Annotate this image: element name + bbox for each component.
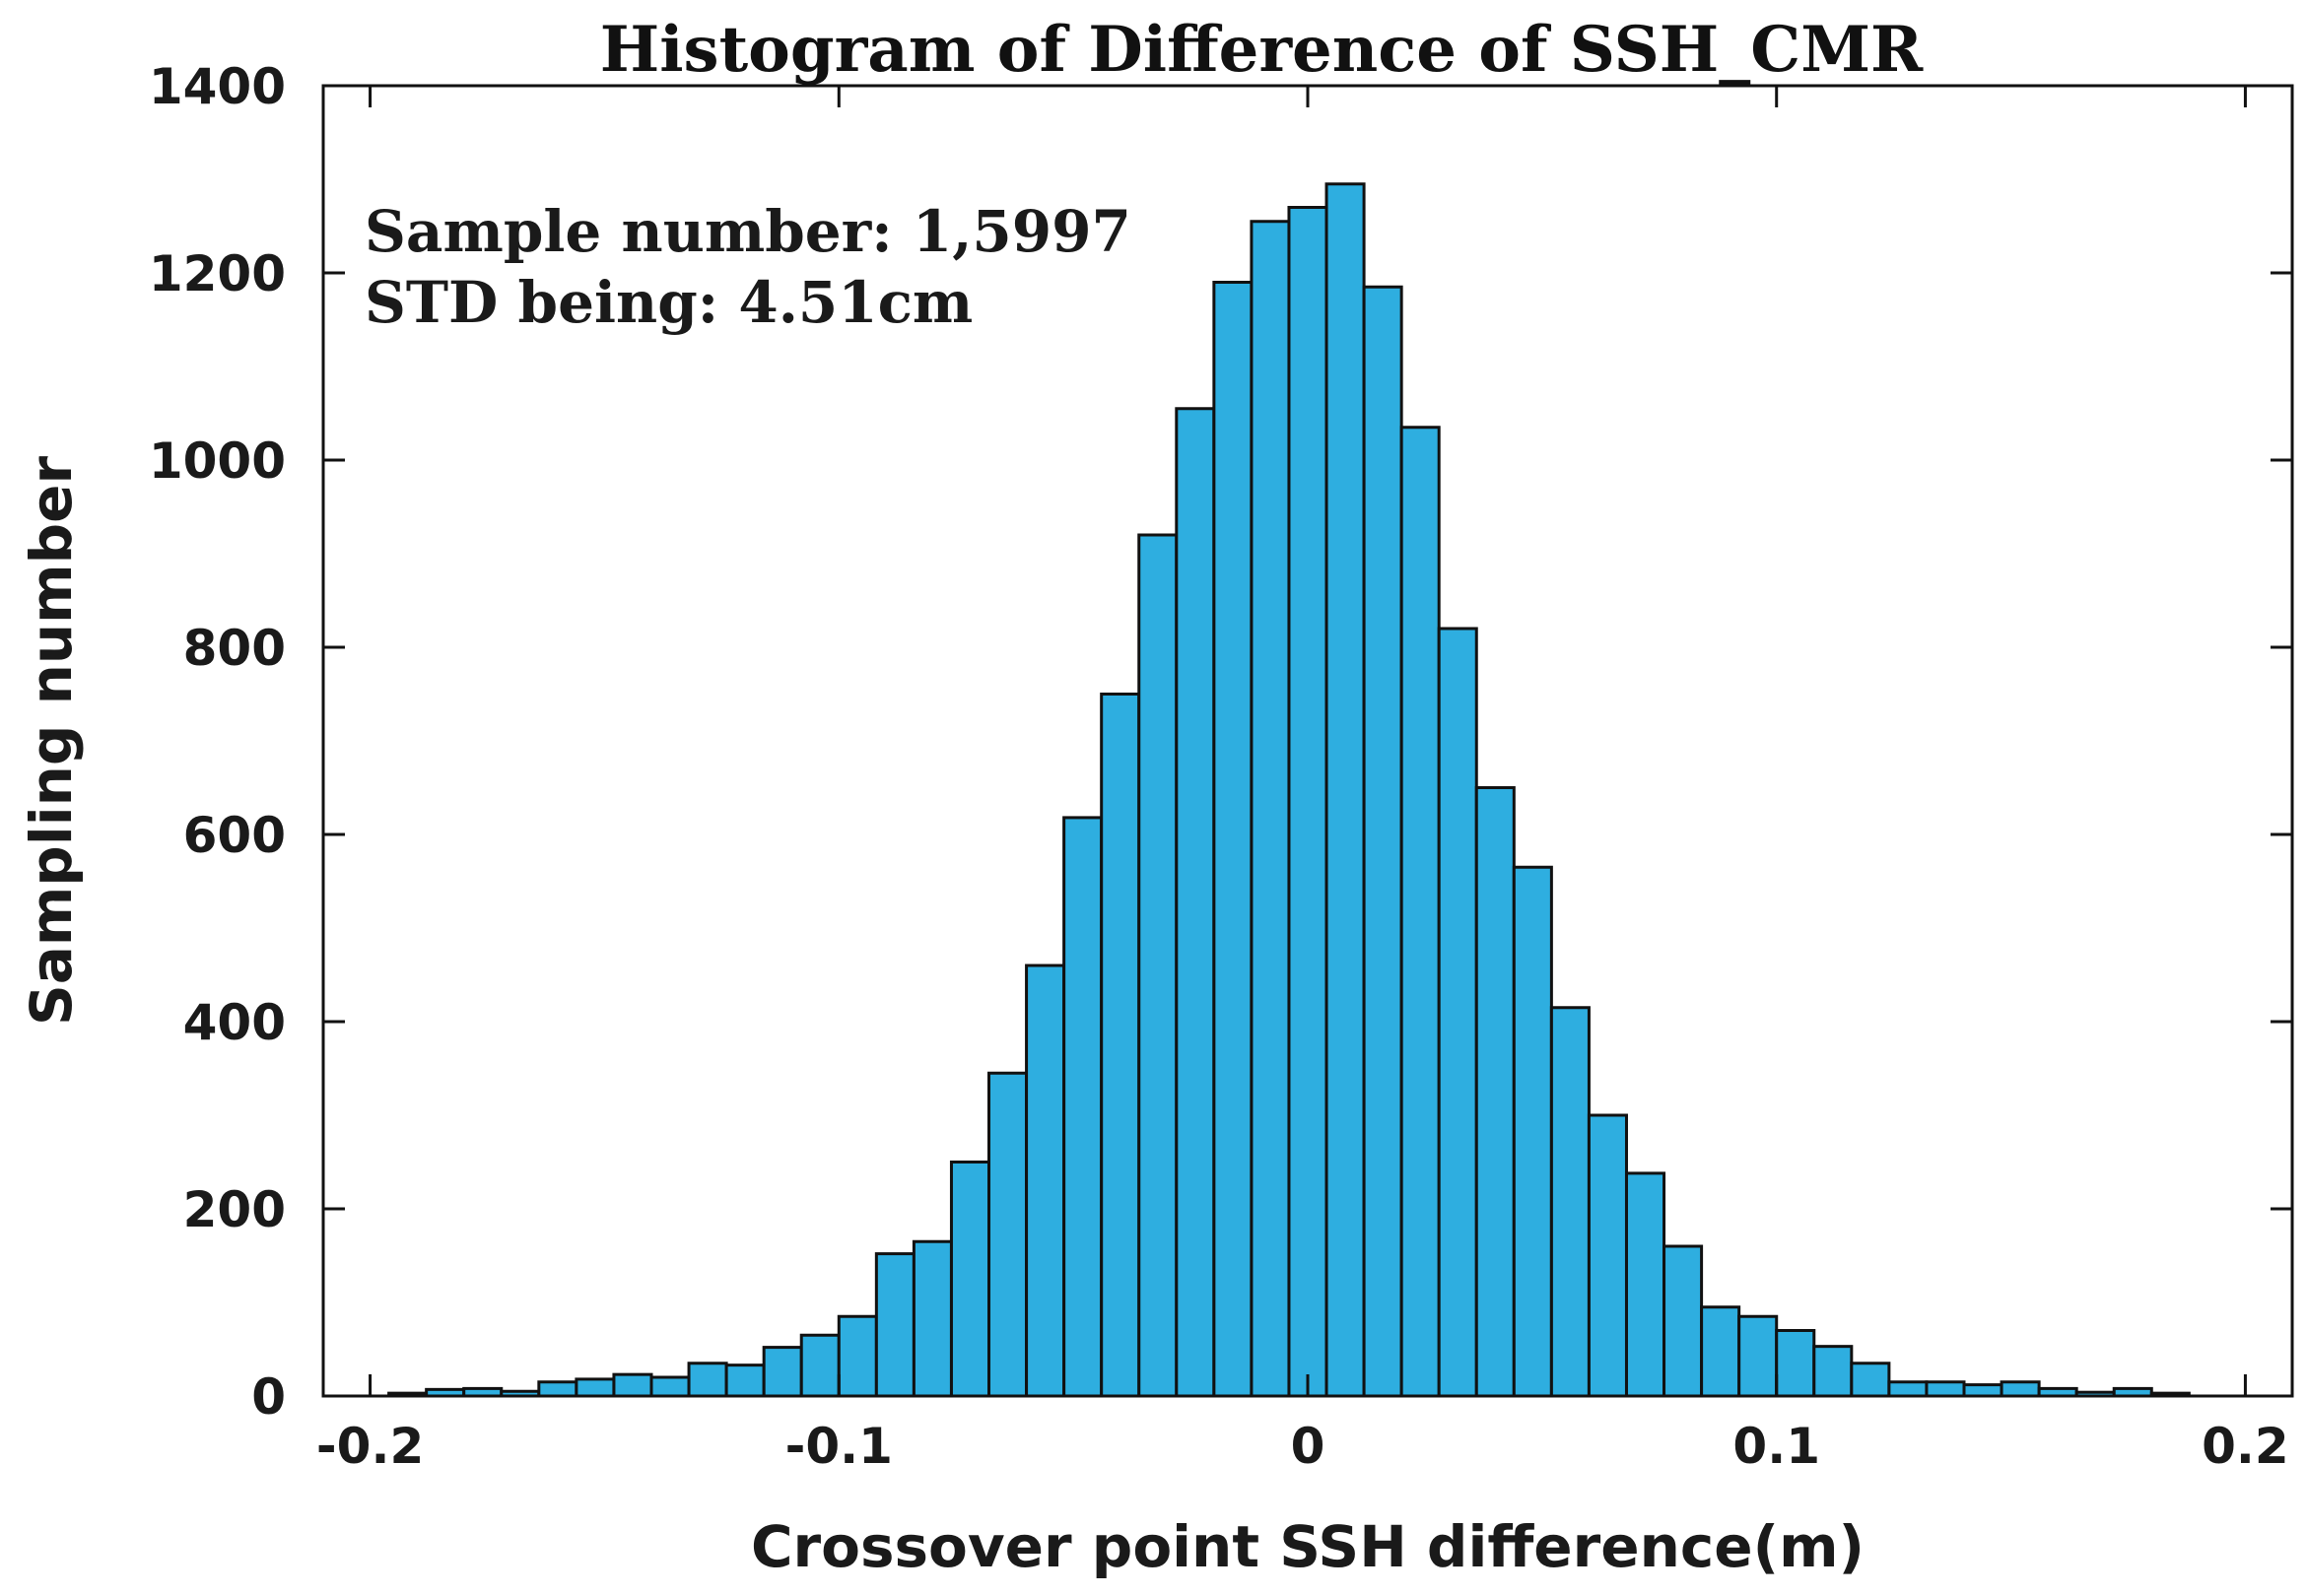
x-tick-label: -0.2 [316,1418,424,1475]
y-axis-label: Sampling number [18,456,85,1026]
histogram-bar [1362,285,1403,1398]
y-tick-label: 0 [251,1368,286,1426]
chart-title: Histogram of Difference of SSH_CMR [600,13,1924,87]
ticks-layer: -0.2 -0.1 0 0.1 0.2 0 200 400 600 800 1000 1200 1400 [149,58,2292,1475]
y-tick-label: 1000 [149,432,286,490]
histogram-bar [1775,1329,1816,1398]
bars-layer [387,182,2191,1398]
histogram-bar [799,1333,841,1398]
histogram-bar [1324,182,1366,1398]
histogram-bar [687,1362,728,1398]
histogram-bar [1662,1244,1704,1398]
histogram-bar [724,1363,766,1398]
histogram-bar [912,1239,953,1398]
histogram-bar [987,1071,1029,1398]
histogram-bar [537,1380,578,1398]
histogram-bar [762,1346,803,1398]
x-tick-label: 0.2 [2202,1418,2289,1475]
y-tick-label: 1200 [149,245,286,302]
y-tick-label: 400 [183,994,286,1051]
histogram-bar [1887,1380,1929,1398]
x-axis-label: Crossover point SSH difference(m) [751,1513,1865,1580]
annotation-sample-number: Sample number: 1,5997 [365,198,1131,265]
histogram-bar [1962,1383,2003,1398]
histogram-bar [1549,1006,1591,1398]
histogram-bar [1025,964,1066,1398]
histogram-bar [874,1252,916,1398]
histogram-bar [612,1372,653,1398]
histogram-bar [1474,786,1516,1398]
x-tick-label: 0.1 [1732,1418,1820,1475]
histogram-bar [1624,1171,1666,1398]
histogram-bar [949,1161,991,1398]
histogram-bar [1737,1314,1779,1398]
histogram-bar [1812,1345,1854,1398]
histogram-bar [1925,1380,1966,1398]
histogram-bar [575,1377,616,1398]
y-tick-label: 1400 [149,58,286,115]
y-tick-label: 200 [183,1181,286,1238]
histogram-bar [1587,1113,1628,1398]
annotation-std: STD being: 4.51cm [365,269,973,336]
histogram-bar [1137,533,1179,1398]
histogram-bar [2000,1380,2041,1398]
histogram-bar [1100,693,1141,1398]
histogram-bar [1175,407,1216,1398]
x-tick-label: 0 [1291,1418,1325,1475]
histogram-bar [1399,426,1441,1398]
x-tick-label: -0.1 [785,1418,893,1475]
histogram-bar [1062,816,1104,1398]
histogram-bar [1700,1305,1741,1398]
histogram-bar [1212,281,1254,1398]
histogram-bar [1250,220,1291,1398]
histogram-bar [837,1314,878,1398]
y-tick-label: 600 [183,807,286,864]
histogram-bar [1512,865,1553,1398]
histogram-bar [649,1375,691,1398]
y-tick-label: 800 [183,620,286,677]
histogram-bar [1850,1362,1891,1398]
histogram-bar [1437,627,1478,1398]
histogram-bar [1287,206,1328,1398]
